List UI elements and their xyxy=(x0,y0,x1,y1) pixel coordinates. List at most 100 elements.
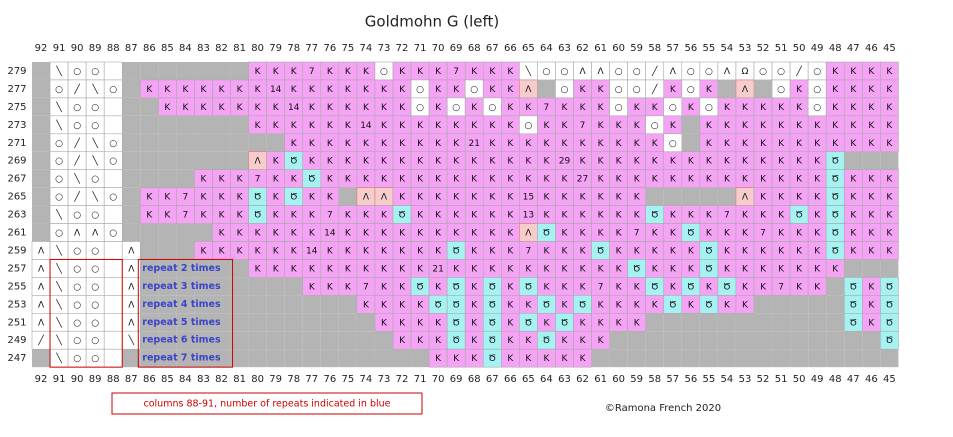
cell xyxy=(122,151,141,170)
cell-text: K xyxy=(219,85,226,95)
cell xyxy=(717,349,736,368)
cell xyxy=(140,115,159,134)
row-number: 253 xyxy=(7,299,26,310)
cell xyxy=(103,205,123,224)
cell xyxy=(176,151,195,170)
cell-text: Ծ xyxy=(452,300,460,310)
column-number: 48 xyxy=(829,43,842,54)
cell-text: K xyxy=(634,157,641,167)
cell xyxy=(176,241,195,260)
cell xyxy=(140,223,159,242)
cell-text: K xyxy=(381,85,388,95)
cell-text: ○ xyxy=(705,67,713,77)
cell-text: ╱ xyxy=(73,155,80,167)
cell-text: K xyxy=(273,211,280,221)
cell xyxy=(248,133,267,152)
cell-text: K xyxy=(435,139,442,149)
cell-text: K xyxy=(543,354,550,364)
cell-text: ╲ xyxy=(55,65,62,77)
cell xyxy=(194,223,213,242)
cell xyxy=(645,331,664,350)
cell-text: K xyxy=(201,193,208,203)
cell-text: K xyxy=(471,336,478,346)
cell-text: K xyxy=(670,282,677,292)
cell xyxy=(681,331,700,350)
cell-text: K xyxy=(814,139,821,149)
cell-text: Λ xyxy=(128,300,135,310)
cell-text: K xyxy=(760,246,767,256)
cell-text: ○ xyxy=(73,246,81,256)
cell xyxy=(772,331,791,350)
cell-text: Ծ xyxy=(831,175,839,185)
column-number: 45 xyxy=(883,374,896,385)
cell xyxy=(609,331,628,350)
cell xyxy=(717,313,736,332)
cell-text: K xyxy=(706,229,713,239)
cell-text: ○ xyxy=(55,139,63,149)
cell-text: 29 xyxy=(559,157,571,167)
cell-text: K xyxy=(435,282,442,292)
cell-text: K xyxy=(742,300,749,310)
cell-text: 7 xyxy=(544,103,550,113)
cell-text: K xyxy=(219,103,226,113)
cell-text: K xyxy=(543,246,550,256)
cell-text: K xyxy=(471,67,478,77)
cell-text: K xyxy=(634,121,641,131)
cell xyxy=(772,349,791,368)
repeat-label: repeat 3 times xyxy=(142,281,221,292)
cell-text: K xyxy=(471,318,478,328)
cell-text: 7 xyxy=(634,229,640,239)
column-number: 78 xyxy=(287,374,300,385)
cell-text: K xyxy=(255,85,262,95)
cell-text: K xyxy=(507,157,514,167)
cell-text: K xyxy=(616,193,623,203)
cell-text: K xyxy=(724,300,731,310)
cell xyxy=(248,313,267,332)
cell xyxy=(645,313,664,332)
cell-text: K xyxy=(706,282,713,292)
column-number: 61 xyxy=(594,374,607,385)
column-number: 67 xyxy=(486,374,499,385)
cell-text: K xyxy=(543,282,550,292)
column-number: 59 xyxy=(630,374,643,385)
column-number: 59 xyxy=(630,43,643,54)
column-number: 92 xyxy=(35,43,48,54)
cell-text: ○ xyxy=(73,300,81,310)
cell-text: K xyxy=(706,121,713,131)
cell xyxy=(122,205,141,224)
cell-text: K xyxy=(670,246,677,256)
cell-text: ○ xyxy=(91,336,99,346)
cell-text: K xyxy=(471,157,478,167)
cell-text: K xyxy=(327,246,334,256)
cell-text: K xyxy=(543,211,550,221)
cell-text: K xyxy=(489,139,496,149)
cell xyxy=(627,349,646,368)
row-number: 261 xyxy=(7,228,26,239)
cell-text: K xyxy=(345,282,352,292)
cell-text: Λ xyxy=(255,157,262,167)
cell-text: K xyxy=(670,175,677,185)
cell-text: Ծ xyxy=(849,282,857,292)
cell xyxy=(140,241,159,260)
cell-text: Ծ xyxy=(543,336,551,346)
column-number: 87 xyxy=(125,43,138,54)
cell-text: K xyxy=(399,246,406,256)
cell xyxy=(790,331,809,350)
cell-text: K xyxy=(291,264,298,274)
cell-text: K xyxy=(291,121,298,131)
cell-text: K xyxy=(832,103,839,113)
cell-text: K xyxy=(291,139,298,149)
cell-text: K xyxy=(724,175,731,185)
cell-text: K xyxy=(525,157,532,167)
cell xyxy=(212,259,231,278)
cell xyxy=(790,295,809,314)
cell-text: Λ xyxy=(579,67,586,77)
cell-text: K xyxy=(471,264,478,274)
column-number: 73 xyxy=(378,374,391,385)
cell-text: 14 xyxy=(360,121,372,131)
cell xyxy=(194,349,213,368)
cell-text: ○ xyxy=(452,103,460,113)
cell-text: K xyxy=(724,139,731,149)
cell-text: K xyxy=(435,157,442,167)
cell-text: K xyxy=(219,229,226,239)
